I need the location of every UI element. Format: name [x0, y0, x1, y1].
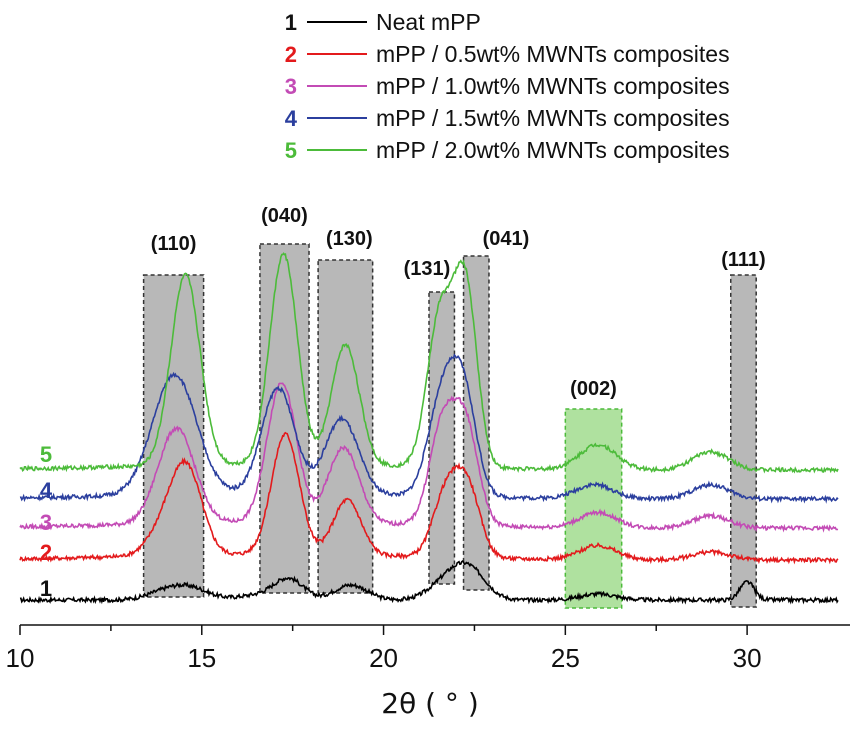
- legend-label-5: mPP / 2.0wt% MWNTs composites: [376, 137, 730, 163]
- legend-label-4: mPP / 1.5wt% MWNTs composites: [376, 105, 730, 131]
- series-line-2: [19, 431, 839, 565]
- peak-label-5: (002): [570, 378, 617, 400]
- x-axis: 10 15 20 25 30 2θ ( ° ): [6, 624, 850, 720]
- peak-region-3: [428, 291, 456, 585]
- x-tick-label-25: 25: [551, 643, 580, 673]
- x-tick-label-10: 10: [6, 643, 35, 673]
- legend-label-1: Neat mPP: [376, 9, 481, 35]
- legend: 1 Neat mPP 2 mPP / 0.5wt% MWNTs composites 3…: [285, 9, 730, 163]
- curve-labels: 1 2 3 4 5: [40, 442, 53, 601]
- legend-label-2: mPP / 0.5wt% MWNTs composites: [376, 41, 730, 67]
- peak-label-0: (110): [151, 233, 197, 255]
- peak-label-2: (130): [326, 228, 373, 250]
- legend-number-5: 5: [285, 138, 297, 163]
- curve-number-1: 1: [40, 576, 52, 601]
- peak-label-1: (040): [261, 205, 308, 227]
- legend-number-1: 1: [285, 10, 297, 35]
- legend-number-2: 2: [285, 42, 297, 67]
- x-tick-label-20: 20: [369, 643, 398, 673]
- peak-label-6: (111): [721, 249, 765, 271]
- peak-regions: (110) (040) (130) (131) (041) (002) (111): [142, 205, 766, 609]
- series-line-4: [19, 353, 839, 504]
- x-axis-title: 2θ ( ° ): [381, 687, 479, 720]
- legend-number-4: 4: [285, 106, 298, 131]
- curve-number-2: 2: [40, 540, 52, 565]
- x-tick-label-15: 15: [187, 643, 216, 673]
- legend-number-3: 3: [285, 74, 297, 99]
- series-line-3: [19, 382, 839, 533]
- series-line-1: [19, 560, 839, 605]
- x-tick-label-30: 30: [733, 643, 762, 673]
- peak-region-5: [564, 408, 623, 609]
- curve-number-3: 3: [40, 510, 52, 535]
- peak-region-6: [730, 274, 757, 608]
- peak-label-4: (041): [483, 228, 530, 250]
- legend-label-3: mPP / 1.0wt% MWNTs composites: [376, 73, 730, 99]
- peak-label-3: (131): [404, 258, 451, 280]
- curves: [19, 252, 839, 605]
- peak-region-2: [317, 259, 374, 594]
- peak-region-1: [259, 243, 310, 594]
- curve-number-5: 5: [40, 442, 52, 467]
- curve-number-4: 4: [40, 478, 53, 503]
- series-line-5: [19, 252, 839, 474]
